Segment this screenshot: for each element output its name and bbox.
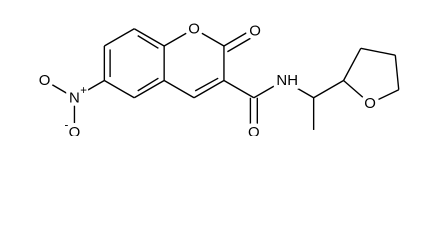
charge-label: + (80, 85, 87, 97)
atom-label: O (248, 124, 260, 136)
charge-label: - (64, 119, 68, 131)
atom-label: O (364, 95, 376, 112)
structure: O O N + O O - O NH O (35, 16, 400, 136)
atom-label: O (69, 124, 81, 136)
atom-label: N (69, 89, 80, 106)
molecule-diagram: O O N + O O - O NH O (35, 16, 400, 136)
atom-labels: O O N + O O - O NH O (35, 16, 380, 136)
atom-label: O (39, 72, 51, 89)
atom-label: O (249, 23, 261, 40)
bonds (46, 28, 400, 130)
atom-label: O (188, 20, 200, 37)
atom-label: NH (276, 72, 298, 89)
